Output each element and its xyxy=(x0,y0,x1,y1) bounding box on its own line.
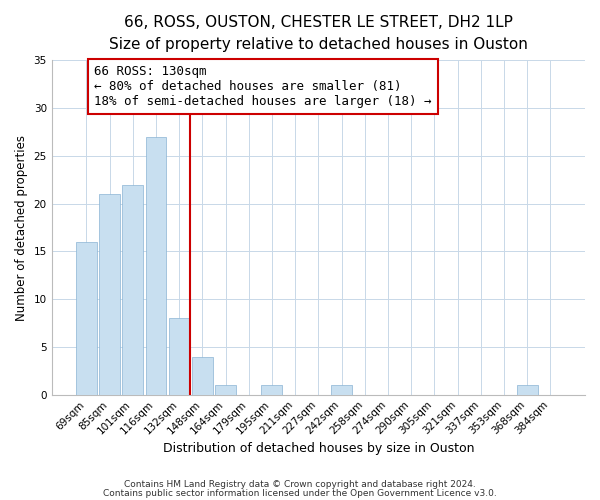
X-axis label: Distribution of detached houses by size in Ouston: Distribution of detached houses by size … xyxy=(163,442,474,455)
Bar xyxy=(146,136,166,394)
Text: 66 ROSS: 130sqm
← 80% of detached houses are smaller (81)
18% of semi-detached h: 66 ROSS: 130sqm ← 80% of detached houses… xyxy=(94,65,432,108)
Bar xyxy=(122,184,143,394)
Bar xyxy=(517,385,538,394)
Bar xyxy=(262,385,283,394)
Bar xyxy=(76,242,97,394)
Bar xyxy=(331,385,352,394)
Bar xyxy=(192,356,213,395)
Y-axis label: Number of detached properties: Number of detached properties xyxy=(15,134,28,320)
Text: Contains HM Land Registry data © Crown copyright and database right 2024.: Contains HM Land Registry data © Crown c… xyxy=(124,480,476,489)
Bar xyxy=(215,385,236,394)
Text: Contains public sector information licensed under the Open Government Licence v3: Contains public sector information licen… xyxy=(103,490,497,498)
Bar xyxy=(169,318,190,394)
Bar xyxy=(99,194,120,394)
Title: 66, ROSS, OUSTON, CHESTER LE STREET, DH2 1LP
Size of property relative to detach: 66, ROSS, OUSTON, CHESTER LE STREET, DH2… xyxy=(109,15,528,52)
